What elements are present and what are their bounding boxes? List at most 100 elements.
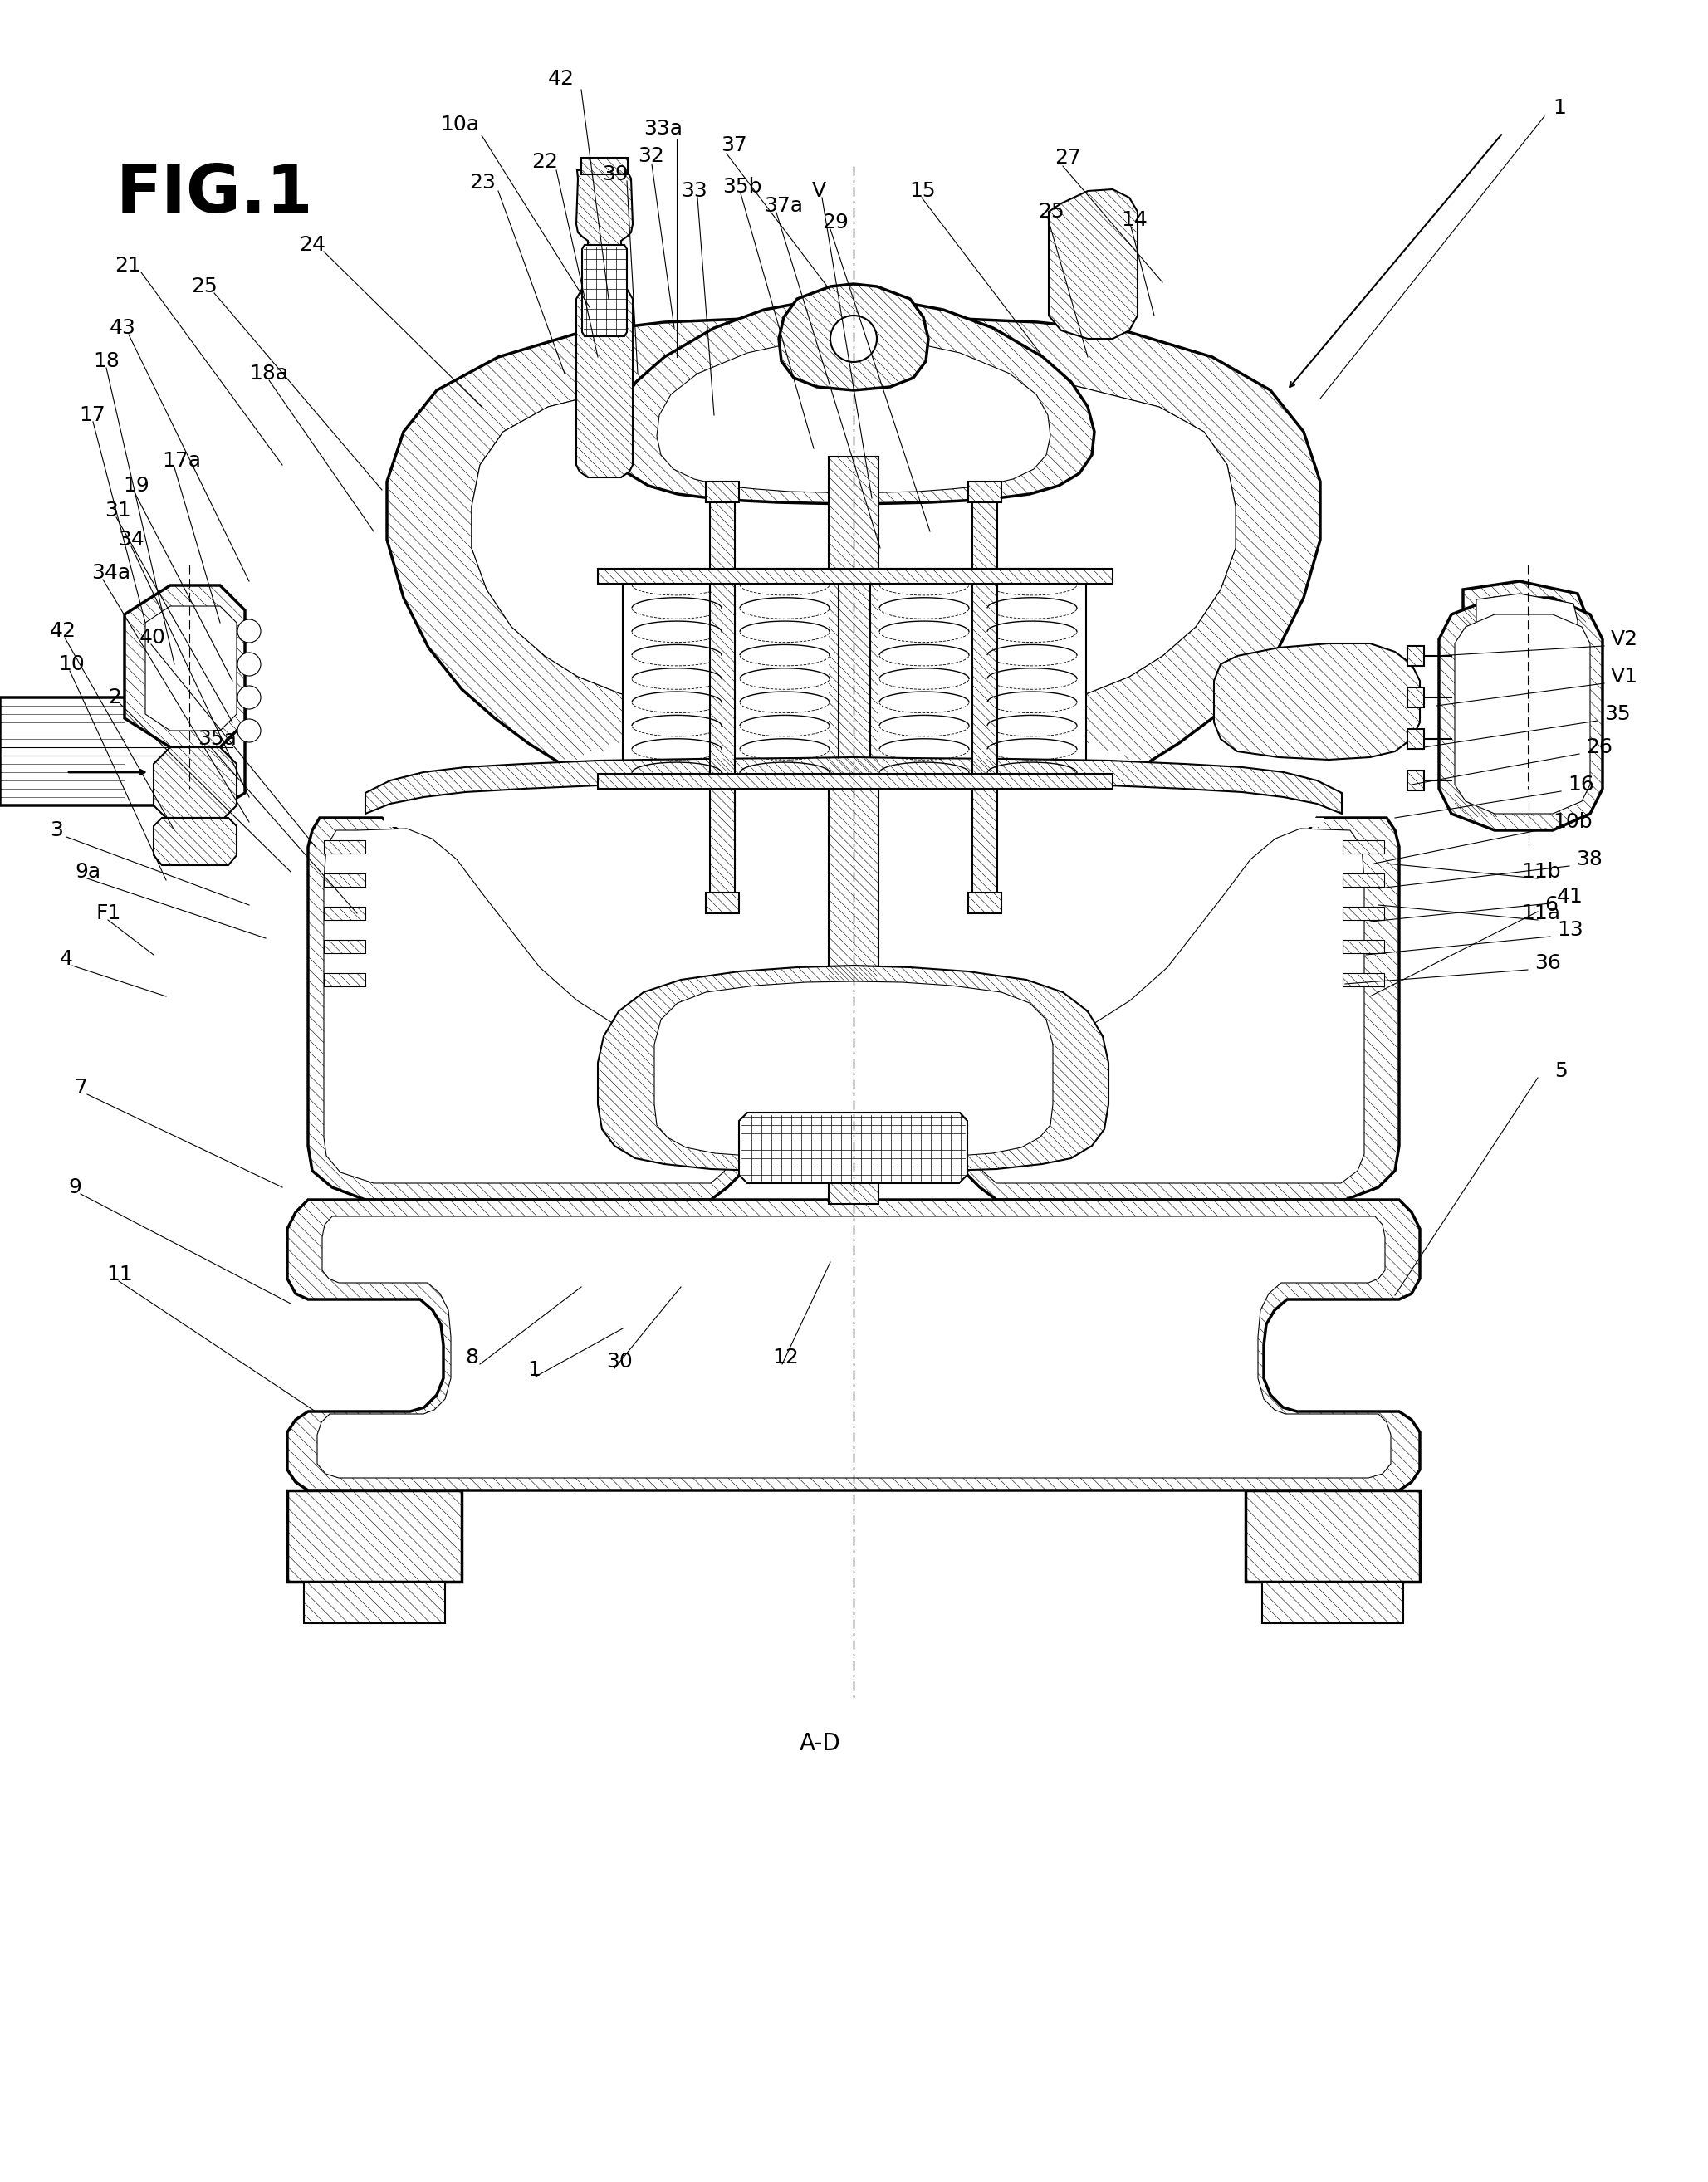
Bar — [1342, 940, 1383, 954]
Text: 35: 35 — [1604, 705, 1631, 724]
Text: 11: 11 — [106, 1266, 133, 1285]
Text: V2: V2 — [1611, 628, 1638, 650]
Circle shape — [237, 720, 261, 742]
Text: 37a: 37a — [763, 196, 803, 216]
Text: 5: 5 — [1554, 1060, 1568, 1080]
Text: A-D: A-D — [799, 1733, 840, 1754]
Bar — [968, 892, 1001, 914]
Polygon shape — [1438, 598, 1602, 831]
Text: 31: 31 — [104, 500, 132, 521]
Polygon shape — [1455, 615, 1590, 814]
Text: 41: 41 — [1558, 886, 1583, 908]
Polygon shape — [154, 746, 237, 818]
Text: 42: 42 — [548, 70, 574, 89]
Text: 16: 16 — [1568, 775, 1594, 794]
Text: 17: 17 — [79, 406, 106, 425]
Text: 18: 18 — [92, 351, 120, 371]
Text: 34: 34 — [118, 530, 145, 550]
Text: FIG.1: FIG.1 — [116, 161, 314, 227]
Text: 19: 19 — [123, 476, 149, 495]
Text: 10a: 10a — [441, 116, 480, 135]
Text: 27: 27 — [1054, 148, 1081, 168]
Bar — [1342, 873, 1383, 886]
Bar — [581, 157, 629, 175]
Text: 1: 1 — [528, 1359, 540, 1379]
Text: 14: 14 — [1120, 209, 1148, 229]
Bar — [1342, 840, 1383, 853]
Polygon shape — [1214, 644, 1419, 759]
Text: 10: 10 — [58, 655, 84, 674]
Text: 7: 7 — [75, 1078, 87, 1098]
Polygon shape — [1464, 580, 1587, 751]
Text: 33a: 33a — [644, 118, 683, 140]
Polygon shape — [654, 982, 1052, 1159]
Polygon shape — [145, 607, 237, 731]
Text: 38: 38 — [1576, 849, 1602, 868]
Bar — [972, 497, 997, 897]
Text: 24: 24 — [299, 236, 326, 255]
Text: 11b: 11b — [1522, 862, 1561, 882]
Text: 17a: 17a — [162, 452, 202, 471]
Text: 1: 1 — [1553, 98, 1566, 118]
Polygon shape — [325, 829, 1365, 1183]
Text: 36: 36 — [1534, 954, 1561, 973]
Text: 29: 29 — [822, 212, 849, 233]
Bar — [1407, 729, 1424, 748]
Text: 15: 15 — [909, 181, 936, 201]
Text: 2: 2 — [108, 687, 121, 707]
Text: 43: 43 — [109, 319, 137, 338]
Circle shape — [830, 316, 876, 362]
Polygon shape — [779, 284, 929, 391]
Text: 23: 23 — [470, 172, 495, 192]
Bar — [705, 482, 740, 502]
Text: 37: 37 — [721, 135, 746, 155]
Bar — [325, 940, 366, 954]
Text: 22: 22 — [531, 153, 559, 172]
Bar — [623, 570, 731, 788]
Bar — [304, 1582, 446, 1623]
Bar — [828, 456, 878, 1204]
Text: 39: 39 — [601, 164, 629, 183]
Polygon shape — [0, 698, 244, 805]
Polygon shape — [366, 757, 1342, 814]
Text: 30: 30 — [606, 1351, 632, 1372]
Bar — [1407, 770, 1424, 790]
Text: 25: 25 — [191, 277, 217, 297]
Polygon shape — [154, 818, 237, 864]
Text: 10b: 10b — [1553, 812, 1592, 831]
Bar — [711, 497, 734, 897]
Polygon shape — [307, 818, 1399, 1200]
Bar — [325, 873, 366, 886]
Text: 8: 8 — [465, 1348, 478, 1368]
Bar — [287, 1490, 461, 1582]
Polygon shape — [1476, 594, 1578, 740]
Polygon shape — [1455, 746, 1544, 816]
Text: 4: 4 — [60, 949, 73, 969]
Text: 12: 12 — [772, 1348, 799, 1368]
Text: 3: 3 — [50, 820, 63, 840]
Text: 18a: 18a — [249, 364, 289, 384]
Polygon shape — [318, 1215, 1390, 1477]
Bar — [869, 570, 979, 788]
Polygon shape — [125, 585, 244, 746]
Text: 6: 6 — [1544, 895, 1558, 914]
Text: 35b: 35b — [722, 177, 762, 196]
Polygon shape — [388, 316, 1320, 816]
Text: 40: 40 — [140, 628, 166, 648]
Bar — [325, 840, 366, 853]
Text: 42: 42 — [50, 622, 77, 642]
Bar — [1245, 1490, 1419, 1582]
Polygon shape — [1049, 190, 1138, 338]
Text: 33: 33 — [681, 181, 707, 201]
Polygon shape — [598, 967, 1108, 1174]
Bar — [979, 570, 1086, 788]
Bar — [1342, 908, 1383, 921]
Text: 13: 13 — [1558, 921, 1583, 940]
Polygon shape — [576, 170, 632, 478]
Bar — [325, 908, 366, 921]
Text: F1: F1 — [96, 903, 121, 923]
Polygon shape — [287, 1200, 1419, 1490]
Circle shape — [237, 620, 261, 644]
Bar — [325, 973, 366, 986]
Polygon shape — [613, 299, 1095, 504]
